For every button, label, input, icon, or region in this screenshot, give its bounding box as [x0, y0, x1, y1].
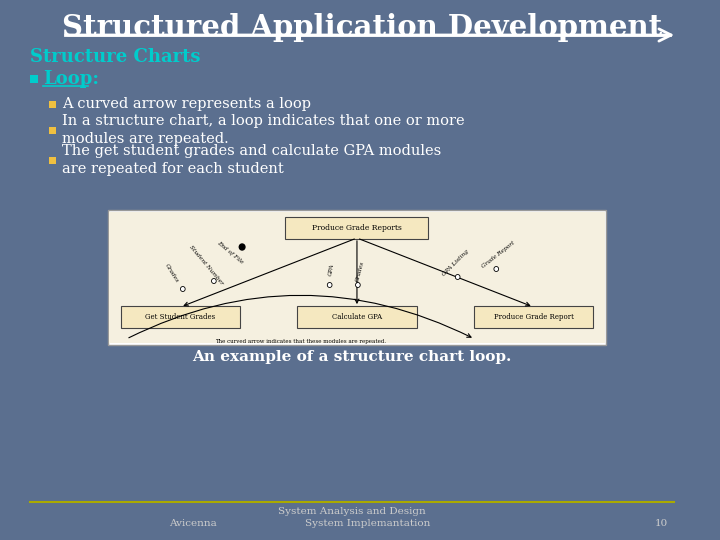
Text: Avicenna: Avicenna	[168, 518, 217, 528]
Text: Loop:: Loop:	[43, 70, 99, 88]
Circle shape	[356, 282, 360, 287]
FancyBboxPatch shape	[30, 75, 38, 83]
Circle shape	[328, 282, 332, 287]
Text: Student Number: Student Number	[189, 244, 225, 286]
FancyBboxPatch shape	[49, 127, 55, 134]
Text: GPA: GPA	[328, 264, 335, 276]
FancyBboxPatch shape	[121, 306, 240, 328]
Text: System Analysis and Design: System Analysis and Design	[279, 508, 426, 516]
Text: System Implemantation: System Implemantation	[305, 518, 431, 528]
FancyBboxPatch shape	[109, 212, 605, 343]
Text: Grades: Grades	[355, 260, 365, 282]
Text: End of File: End of File	[216, 241, 244, 265]
Text: Structured Application Development: Structured Application Development	[61, 12, 662, 42]
Text: Structure Charts: Structure Charts	[30, 48, 201, 66]
FancyBboxPatch shape	[107, 210, 606, 345]
Circle shape	[239, 244, 245, 250]
Circle shape	[455, 274, 460, 280]
Text: GPA Listing: GPA Listing	[441, 249, 470, 277]
Text: Calculate GPA: Calculate GPA	[332, 313, 382, 321]
Text: Grade Report: Grade Report	[481, 241, 516, 269]
FancyBboxPatch shape	[49, 101, 55, 108]
Text: Grades: Grades	[163, 262, 179, 284]
Circle shape	[494, 267, 499, 272]
Circle shape	[212, 279, 216, 284]
Text: A curved arrow represents a loop: A curved arrow represents a loop	[63, 97, 311, 111]
FancyBboxPatch shape	[297, 306, 417, 328]
Text: Produce Grade Reports: Produce Grade Reports	[312, 224, 402, 232]
Text: The get student grades and calculate GPA modules
are repeated for each student: The get student grades and calculate GPA…	[63, 144, 441, 177]
Text: Produce Grade Report: Produce Grade Report	[493, 313, 573, 321]
Text: An example of a structure chart loop.: An example of a structure chart loop.	[192, 350, 512, 364]
FancyBboxPatch shape	[285, 217, 428, 239]
Text: 10: 10	[654, 518, 667, 528]
FancyBboxPatch shape	[49, 157, 55, 164]
Text: In a structure chart, a loop indicates that one or more
modules are repeated.: In a structure chart, a loop indicates t…	[63, 113, 465, 146]
Text: The curved arrow indicates that these modules are repeated.: The curved arrow indicates that these mo…	[215, 340, 386, 345]
FancyBboxPatch shape	[474, 306, 593, 328]
Text: Get Student Grades: Get Student Grades	[145, 313, 215, 321]
Circle shape	[181, 287, 185, 292]
